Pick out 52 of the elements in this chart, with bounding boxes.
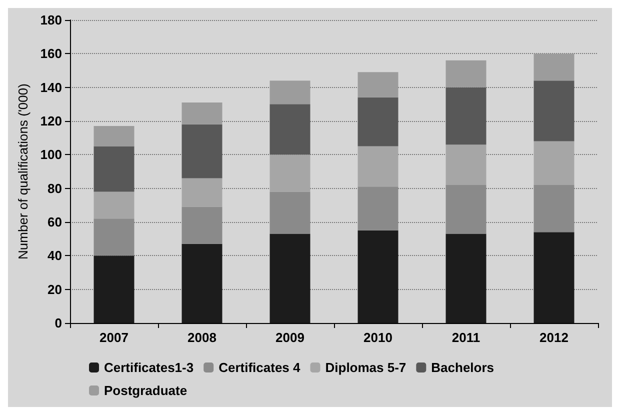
bar — [182, 206, 222, 244]
x-tick-label: 2008 — [188, 330, 216, 345]
y-axis-title: Number of qualifications ('000) — [15, 84, 30, 260]
bar — [94, 146, 134, 192]
x-tick-label: 2007 — [100, 330, 128, 345]
legend-label: Certificates 4 — [218, 360, 302, 375]
x-tick-label: 2009 — [276, 330, 304, 345]
x-tick-label: 2011 — [452, 330, 480, 345]
legend-label: Certificates1-3 — [104, 360, 194, 375]
y-tick-label: 160 — [40, 46, 62, 62]
bar — [270, 192, 310, 234]
x-tick-label: 2012 — [540, 330, 568, 345]
bar — [534, 54, 574, 81]
bar — [94, 126, 134, 146]
bar — [182, 124, 222, 178]
bar — [534, 141, 574, 185]
bar — [446, 60, 486, 88]
bar — [446, 184, 486, 234]
bar — [534, 80, 574, 142]
bar — [446, 234, 486, 323]
bar — [94, 218, 134, 256]
bar — [446, 87, 486, 145]
bar — [182, 178, 222, 207]
bar — [358, 97, 398, 146]
y-tick-label: 60 — [48, 214, 62, 230]
y-tick-label: 140 — [40, 80, 62, 95]
bar — [182, 244, 222, 323]
bar — [94, 256, 134, 323]
bar — [270, 80, 310, 104]
bar — [534, 232, 574, 323]
y-tick-label: 100 — [40, 147, 62, 162]
bar — [358, 230, 398, 323]
y-tick-label: 20 — [48, 282, 62, 297]
bar — [94, 192, 134, 219]
bar — [358, 146, 398, 187]
bar — [358, 186, 398, 230]
bar — [446, 144, 486, 185]
bar — [270, 234, 310, 323]
y-tick-label: 80 — [48, 180, 62, 196]
y-tick-label: 40 — [48, 248, 62, 264]
legend-label: Bachelors — [431, 360, 494, 375]
legend-label: Postgraduate — [104, 383, 188, 398]
y-tick-label: 180 — [40, 12, 62, 28]
x-tick-label: 2010 — [364, 330, 392, 345]
legend-label: Diplomas 5-7 — [325, 360, 406, 375]
y-tick-label: 0 — [54, 316, 62, 330]
bar — [358, 72, 398, 98]
bar — [534, 184, 574, 232]
bar — [270, 154, 310, 192]
bar — [270, 104, 310, 155]
bar — [182, 102, 222, 124]
y-tick-label: 120 — [40, 114, 62, 128]
